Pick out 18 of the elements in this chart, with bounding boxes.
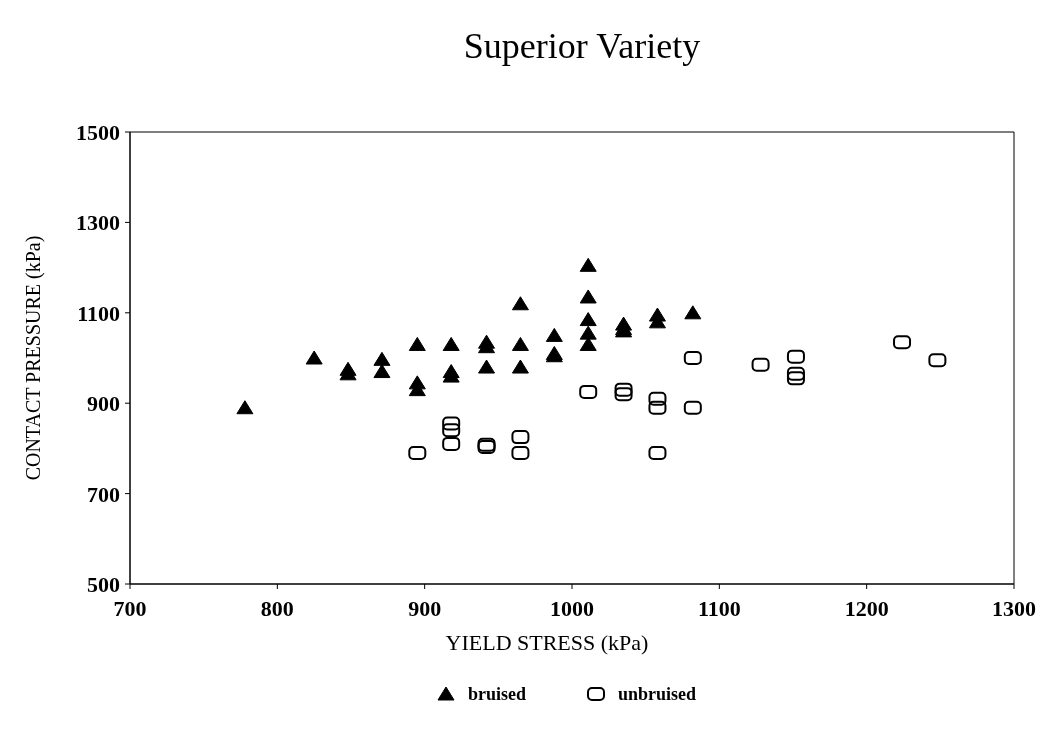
x-tick-label: 1100: [697, 596, 741, 621]
x-tick-label: 1000: [550, 596, 594, 621]
y-tick-label: 900: [87, 391, 120, 417]
x-tick-label: 800: [260, 596, 294, 621]
x-tick-label: 1200: [844, 596, 889, 621]
y-tick-label: 700: [87, 481, 120, 507]
legend-label: unbruised: [618, 684, 697, 704]
x-tick-label: 700: [113, 596, 147, 621]
chart-title: Superior Variety: [463, 26, 701, 66]
x-tick-label: 900: [408, 596, 442, 621]
legend-label: bruised: [468, 684, 527, 704]
y-tick-label: 1100: [77, 300, 120, 326]
x-axis-title: YIELD STRESS (kPa): [445, 630, 649, 655]
y-tick-label: 1300: [76, 210, 120, 236]
x-tick-label: 1300: [992, 596, 1036, 621]
y-tick-label: 500: [87, 572, 120, 597]
y-axis-title: CONTACT PRESSURE (kPa): [22, 235, 45, 481]
y-tick-label: 1500: [76, 120, 120, 145]
